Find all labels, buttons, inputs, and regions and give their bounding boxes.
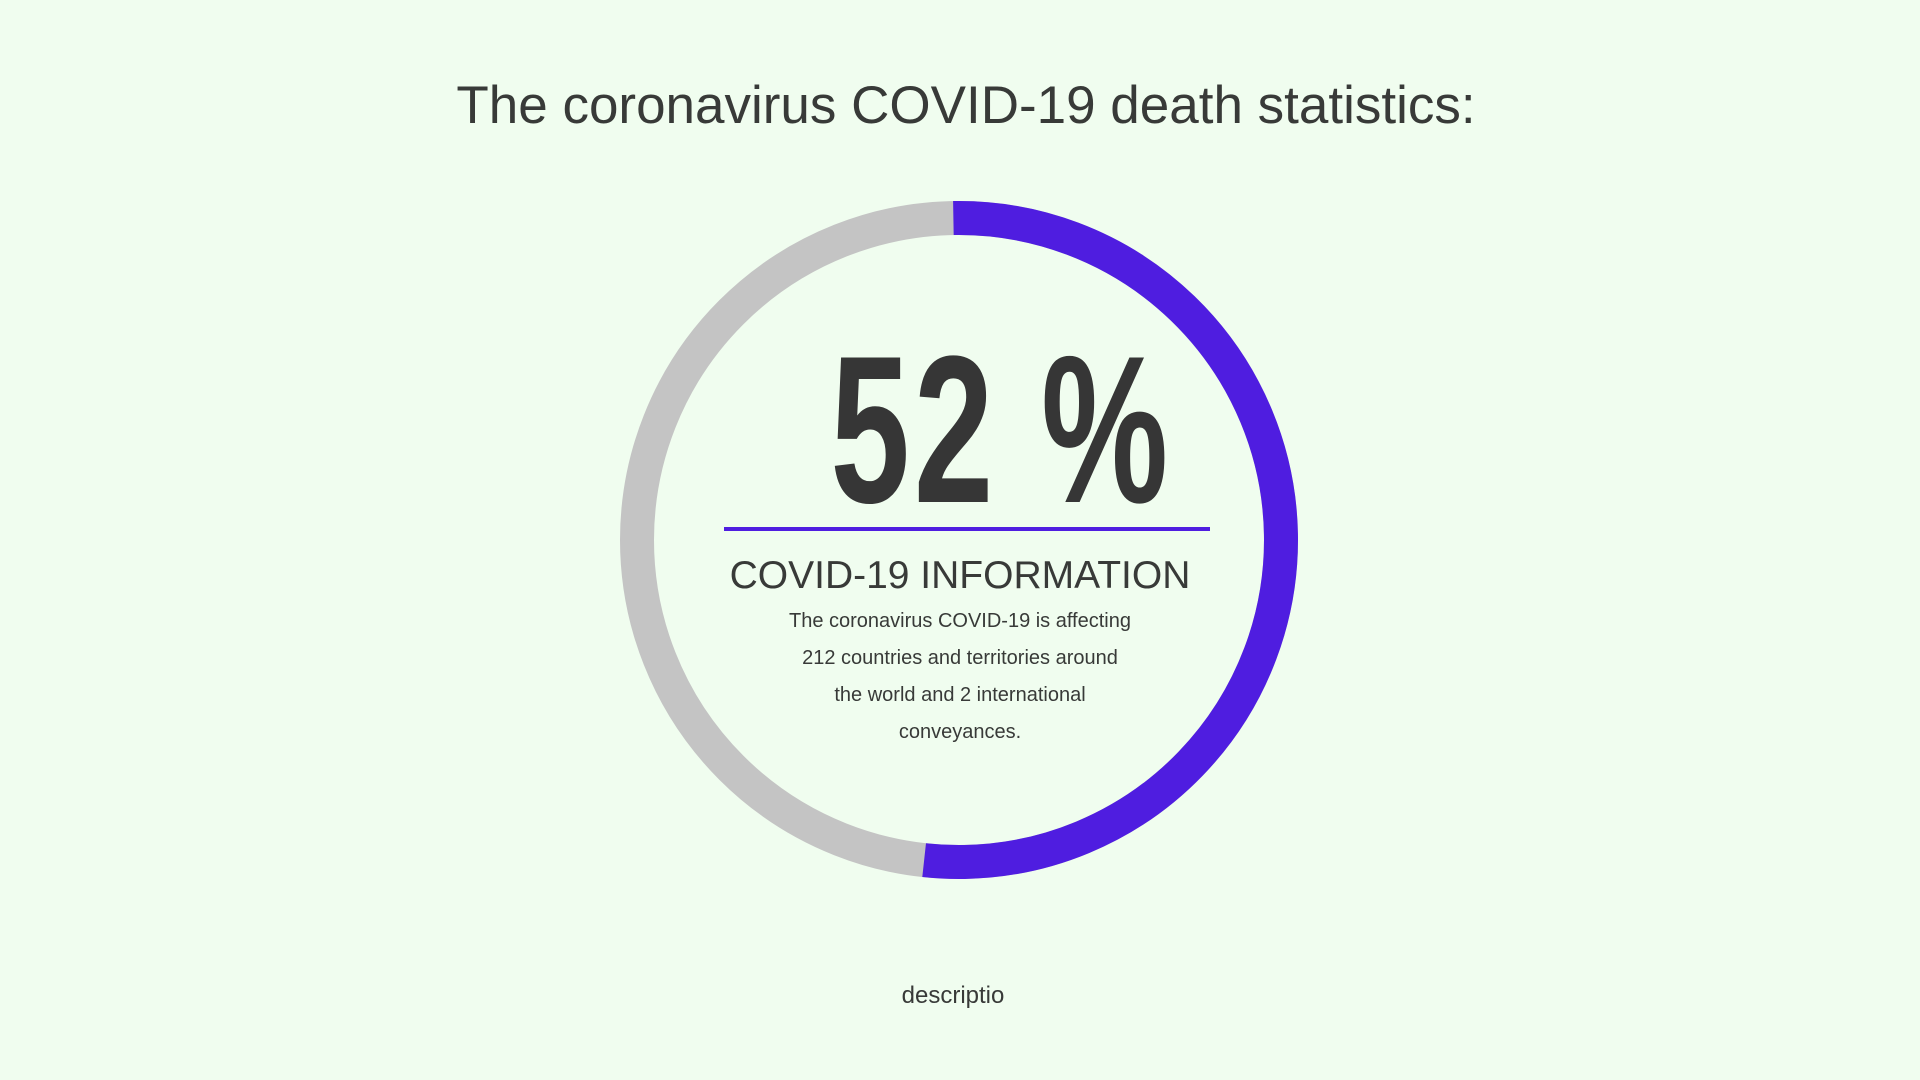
info-paragraph: The coronavirus COVID-19 is affecting 21…	[740, 603, 1180, 751]
info-line: The coronavirus COVID-19 is affecting	[788, 610, 1131, 632]
percent-value: 52 %	[830, 312, 1173, 547]
ring-progress-arc	[620, 200, 1298, 879]
info-line: conveyances.	[898, 721, 1022, 743]
info-line: 212 countries and territories around	[802, 647, 1118, 669]
caption: descriptio	[901, 982, 1005, 1009]
divider-line	[724, 527, 1210, 531]
info-heading: COVID-19 INFORMATION	[729, 554, 1191, 597]
info-line: the world and 2 international	[834, 684, 1086, 706]
page-title: The coronavirus COVID-19 death statistic…	[456, 76, 1476, 135]
